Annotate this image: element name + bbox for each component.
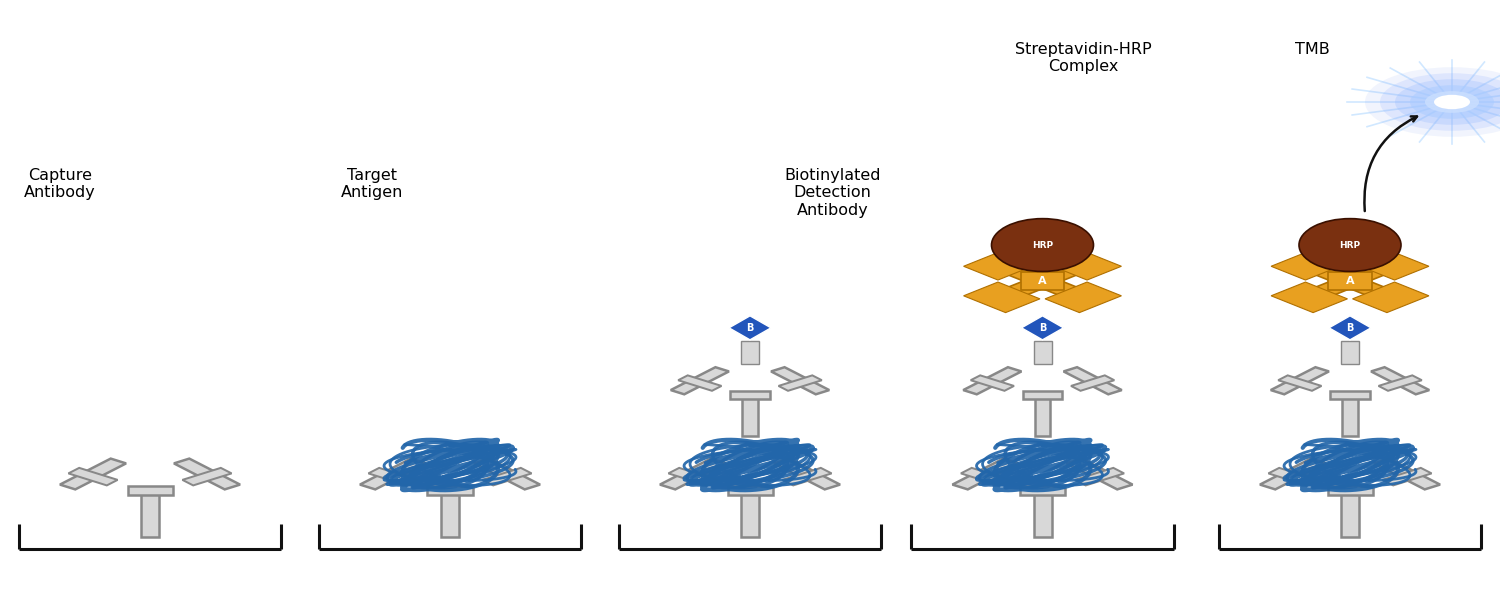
Text: B: B	[1347, 323, 1353, 333]
Polygon shape	[1328, 486, 1372, 494]
Polygon shape	[174, 458, 240, 490]
Polygon shape	[441, 492, 459, 537]
Polygon shape	[741, 492, 759, 537]
Ellipse shape	[992, 218, 1094, 271]
Circle shape	[1434, 95, 1470, 109]
Text: Streptavidin-HRP
Complex: Streptavidin-HRP Complex	[1014, 42, 1152, 74]
Polygon shape	[128, 486, 172, 494]
Polygon shape	[1034, 341, 1052, 364]
Text: HRP: HRP	[1032, 241, 1053, 250]
Polygon shape	[1064, 367, 1122, 394]
Polygon shape	[730, 391, 770, 399]
Polygon shape	[1298, 260, 1402, 302]
Polygon shape	[1330, 391, 1370, 399]
Polygon shape	[742, 397, 758, 436]
Text: B: B	[1040, 323, 1046, 333]
Polygon shape	[1076, 468, 1124, 485]
Text: B: B	[747, 323, 753, 333]
Polygon shape	[427, 486, 472, 494]
Circle shape	[1437, 96, 1467, 108]
Ellipse shape	[1299, 218, 1401, 271]
Polygon shape	[1371, 367, 1430, 394]
Polygon shape	[774, 458, 840, 490]
Polygon shape	[670, 367, 729, 394]
Polygon shape	[1035, 397, 1050, 436]
Polygon shape	[1066, 458, 1132, 490]
Polygon shape	[1329, 272, 1371, 290]
Polygon shape	[1374, 458, 1440, 490]
Text: A: A	[1038, 276, 1047, 286]
Circle shape	[1410, 85, 1494, 119]
Polygon shape	[474, 458, 540, 490]
Polygon shape	[1278, 376, 1322, 391]
Polygon shape	[1341, 341, 1359, 364]
Polygon shape	[678, 376, 722, 391]
Polygon shape	[141, 492, 159, 537]
Circle shape	[1395, 79, 1500, 125]
Circle shape	[1380, 73, 1500, 131]
Polygon shape	[669, 468, 717, 485]
Polygon shape	[1071, 376, 1114, 391]
Circle shape	[1365, 67, 1500, 137]
Polygon shape	[962, 468, 1010, 485]
Polygon shape	[360, 458, 426, 490]
Text: A: A	[1346, 276, 1354, 286]
Polygon shape	[729, 316, 771, 340]
Polygon shape	[728, 486, 772, 494]
Polygon shape	[1378, 376, 1422, 391]
Polygon shape	[1046, 250, 1122, 280]
Polygon shape	[1022, 316, 1064, 340]
Polygon shape	[369, 468, 417, 485]
Polygon shape	[1023, 391, 1062, 399]
Polygon shape	[483, 468, 531, 485]
Polygon shape	[1342, 397, 1358, 436]
Polygon shape	[1298, 260, 1402, 302]
Polygon shape	[970, 376, 1014, 391]
Polygon shape	[1341, 492, 1359, 537]
Polygon shape	[1260, 458, 1326, 490]
Polygon shape	[990, 260, 1095, 302]
Polygon shape	[963, 367, 1022, 394]
Polygon shape	[1034, 492, 1052, 537]
Polygon shape	[1270, 367, 1329, 394]
Polygon shape	[1270, 250, 1347, 280]
Polygon shape	[963, 250, 1040, 280]
Polygon shape	[1022, 272, 1064, 290]
Polygon shape	[990, 260, 1095, 302]
Polygon shape	[1383, 468, 1431, 485]
Polygon shape	[1270, 282, 1347, 313]
Polygon shape	[1353, 282, 1430, 313]
Text: Biotinylated
Detection
Antibody: Biotinylated Detection Antibody	[784, 168, 880, 218]
Text: Target
Antigen: Target Antigen	[340, 168, 404, 200]
Text: HRP: HRP	[1340, 241, 1360, 250]
Polygon shape	[1269, 468, 1317, 485]
Polygon shape	[741, 341, 759, 364]
Polygon shape	[783, 468, 831, 485]
Text: TMB: TMB	[1294, 42, 1330, 57]
Polygon shape	[778, 376, 822, 391]
Polygon shape	[69, 468, 117, 485]
Polygon shape	[963, 282, 1040, 313]
Polygon shape	[183, 468, 231, 485]
Text: Capture
Antibody: Capture Antibody	[24, 168, 96, 200]
Polygon shape	[1020, 486, 1065, 494]
Polygon shape	[952, 458, 1018, 490]
Polygon shape	[1329, 316, 1371, 340]
Polygon shape	[660, 458, 726, 490]
Polygon shape	[771, 367, 830, 394]
Polygon shape	[1046, 282, 1122, 313]
Circle shape	[1425, 91, 1479, 113]
Polygon shape	[1353, 250, 1430, 280]
Polygon shape	[60, 458, 126, 490]
